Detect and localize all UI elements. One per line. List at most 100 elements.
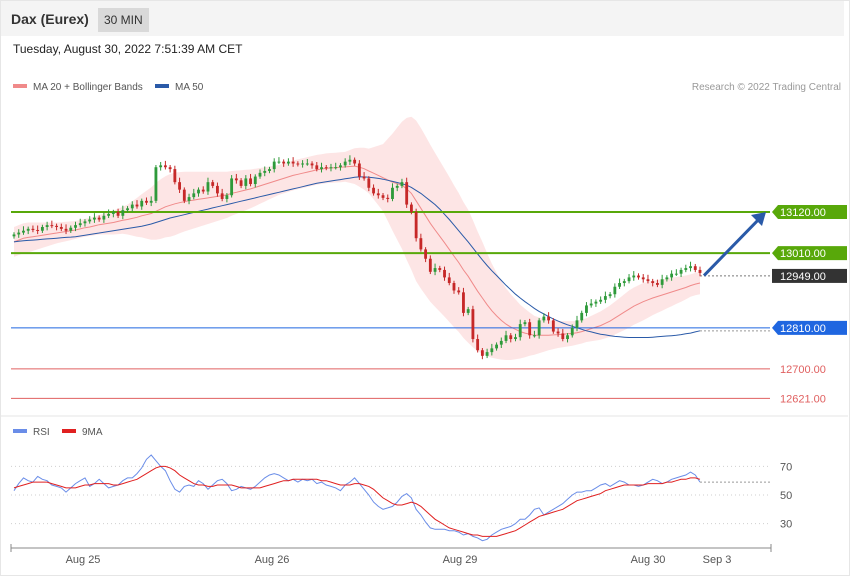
candle-body — [608, 294, 612, 297]
candle-body — [570, 327, 574, 336]
ma50-line — [13, 176, 701, 338]
level-label-12810.00: 12810.00 — [780, 323, 826, 335]
candle-body — [660, 279, 664, 285]
candle-body — [613, 286, 617, 295]
candle-body — [59, 226, 63, 229]
candle-body — [154, 167, 158, 201]
candle-body — [329, 167, 333, 169]
level-tag-12810.00 — [772, 320, 847, 335]
candle-body — [83, 221, 87, 224]
candle-body — [561, 333, 565, 340]
candle-body — [391, 187, 394, 199]
candle-body — [97, 217, 101, 220]
candle-body — [566, 335, 569, 340]
candle-body — [353, 159, 357, 164]
time-axis: Aug 25 Aug 26 Aug 29 Aug 30 Sep 3 — [10, 544, 772, 566]
candle-body — [135, 204, 139, 207]
candle-body — [462, 292, 465, 313]
level-label-13120.00: 13120.00 — [780, 207, 826, 219]
projection-arrow-shaft — [702, 217, 762, 277]
time-axis-label: Aug 25 — [66, 554, 101, 566]
candle-body — [50, 225, 54, 227]
candle-body — [334, 167, 338, 169]
price-label-layer: 13120.00 13010.00 12949.00 12810.00 12700.00… — [772, 205, 847, 405]
candle-body — [693, 266, 697, 270]
candle-body — [230, 178, 234, 196]
candle-body — [339, 165, 342, 168]
ma20-legend-label: MA 20 + Bollinger Bands — [33, 82, 143, 93]
candle-body — [234, 178, 238, 181]
candle-body — [78, 223, 82, 226]
candle-body — [64, 228, 68, 231]
candle-body — [26, 228, 30, 231]
candle-body — [343, 161, 347, 166]
time-axis-label: Aug 29 — [443, 554, 478, 566]
candle-body — [594, 301, 598, 304]
timeframe-button[interactable]: 30 MIN — [98, 8, 149, 32]
candle-body — [509, 335, 513, 340]
candle-body — [220, 193, 224, 199]
candle-body — [324, 167, 328, 169]
candle-body — [320, 167, 323, 170]
candle-body — [372, 187, 375, 194]
candle-body — [22, 230, 25, 233]
candle-body — [249, 178, 252, 185]
candle-body — [599, 299, 603, 302]
candle-body — [447, 277, 451, 284]
bollinger-band-layer — [14, 116, 700, 360]
candle-body — [443, 269, 446, 278]
candle-body — [518, 324, 522, 338]
candle-body — [495, 344, 498, 349]
candle-body — [31, 228, 35, 230]
ma20-line — [13, 165, 701, 336]
candle-body — [490, 348, 494, 353]
ma20-legend-swatch — [13, 84, 27, 88]
rsi-legend-label: RSI — [33, 427, 50, 438]
candle-body — [405, 182, 409, 205]
candle-body — [253, 176, 257, 185]
candle-body — [438, 268, 442, 270]
candle-body — [211, 182, 215, 186]
candle-body — [17, 232, 21, 235]
candle-body — [145, 200, 148, 203]
candle-body — [466, 309, 470, 313]
current-price-label: 12949.00 — [780, 271, 826, 283]
instrument-title: Dax (Eurex) — [11, 11, 89, 27]
candle-body — [357, 163, 361, 177]
candle-body — [239, 180, 243, 186]
research-credit: Research © 2022 Trading Central — [692, 82, 841, 93]
candle-body — [532, 335, 536, 337]
candle-body — [618, 283, 621, 287]
candle-body — [637, 275, 640, 278]
candle-body — [206, 182, 210, 192]
level-tag-13010.00 — [772, 246, 847, 261]
candle-body — [504, 335, 508, 341]
candle-body — [551, 320, 555, 332]
candle-body — [187, 197, 191, 201]
candle-body — [632, 275, 636, 278]
candle-body — [163, 165, 167, 168]
candle-body — [542, 316, 546, 321]
candle-body — [159, 165, 163, 168]
candle-body — [433, 268, 437, 272]
candle-body — [665, 277, 669, 280]
candle-body — [457, 290, 461, 293]
candle-body — [74, 225, 77, 228]
candle-body — [216, 185, 219, 194]
candle-body — [182, 189, 186, 201]
candle-body — [121, 210, 125, 216]
candle-body — [102, 215, 106, 220]
candle-body — [244, 178, 248, 186]
candle-body — [149, 200, 153, 203]
candle-body — [88, 219, 92, 222]
price-level-layer — [11, 211, 770, 399]
rsi-line — [13, 454, 701, 542]
candle-body — [395, 185, 399, 188]
candle-body — [348, 159, 352, 162]
candle-body — [476, 339, 480, 351]
rsi-layer: 70 50 30 — [11, 454, 792, 542]
candle-body — [514, 337, 517, 340]
candle-body — [471, 309, 475, 340]
candle-body — [381, 195, 385, 198]
